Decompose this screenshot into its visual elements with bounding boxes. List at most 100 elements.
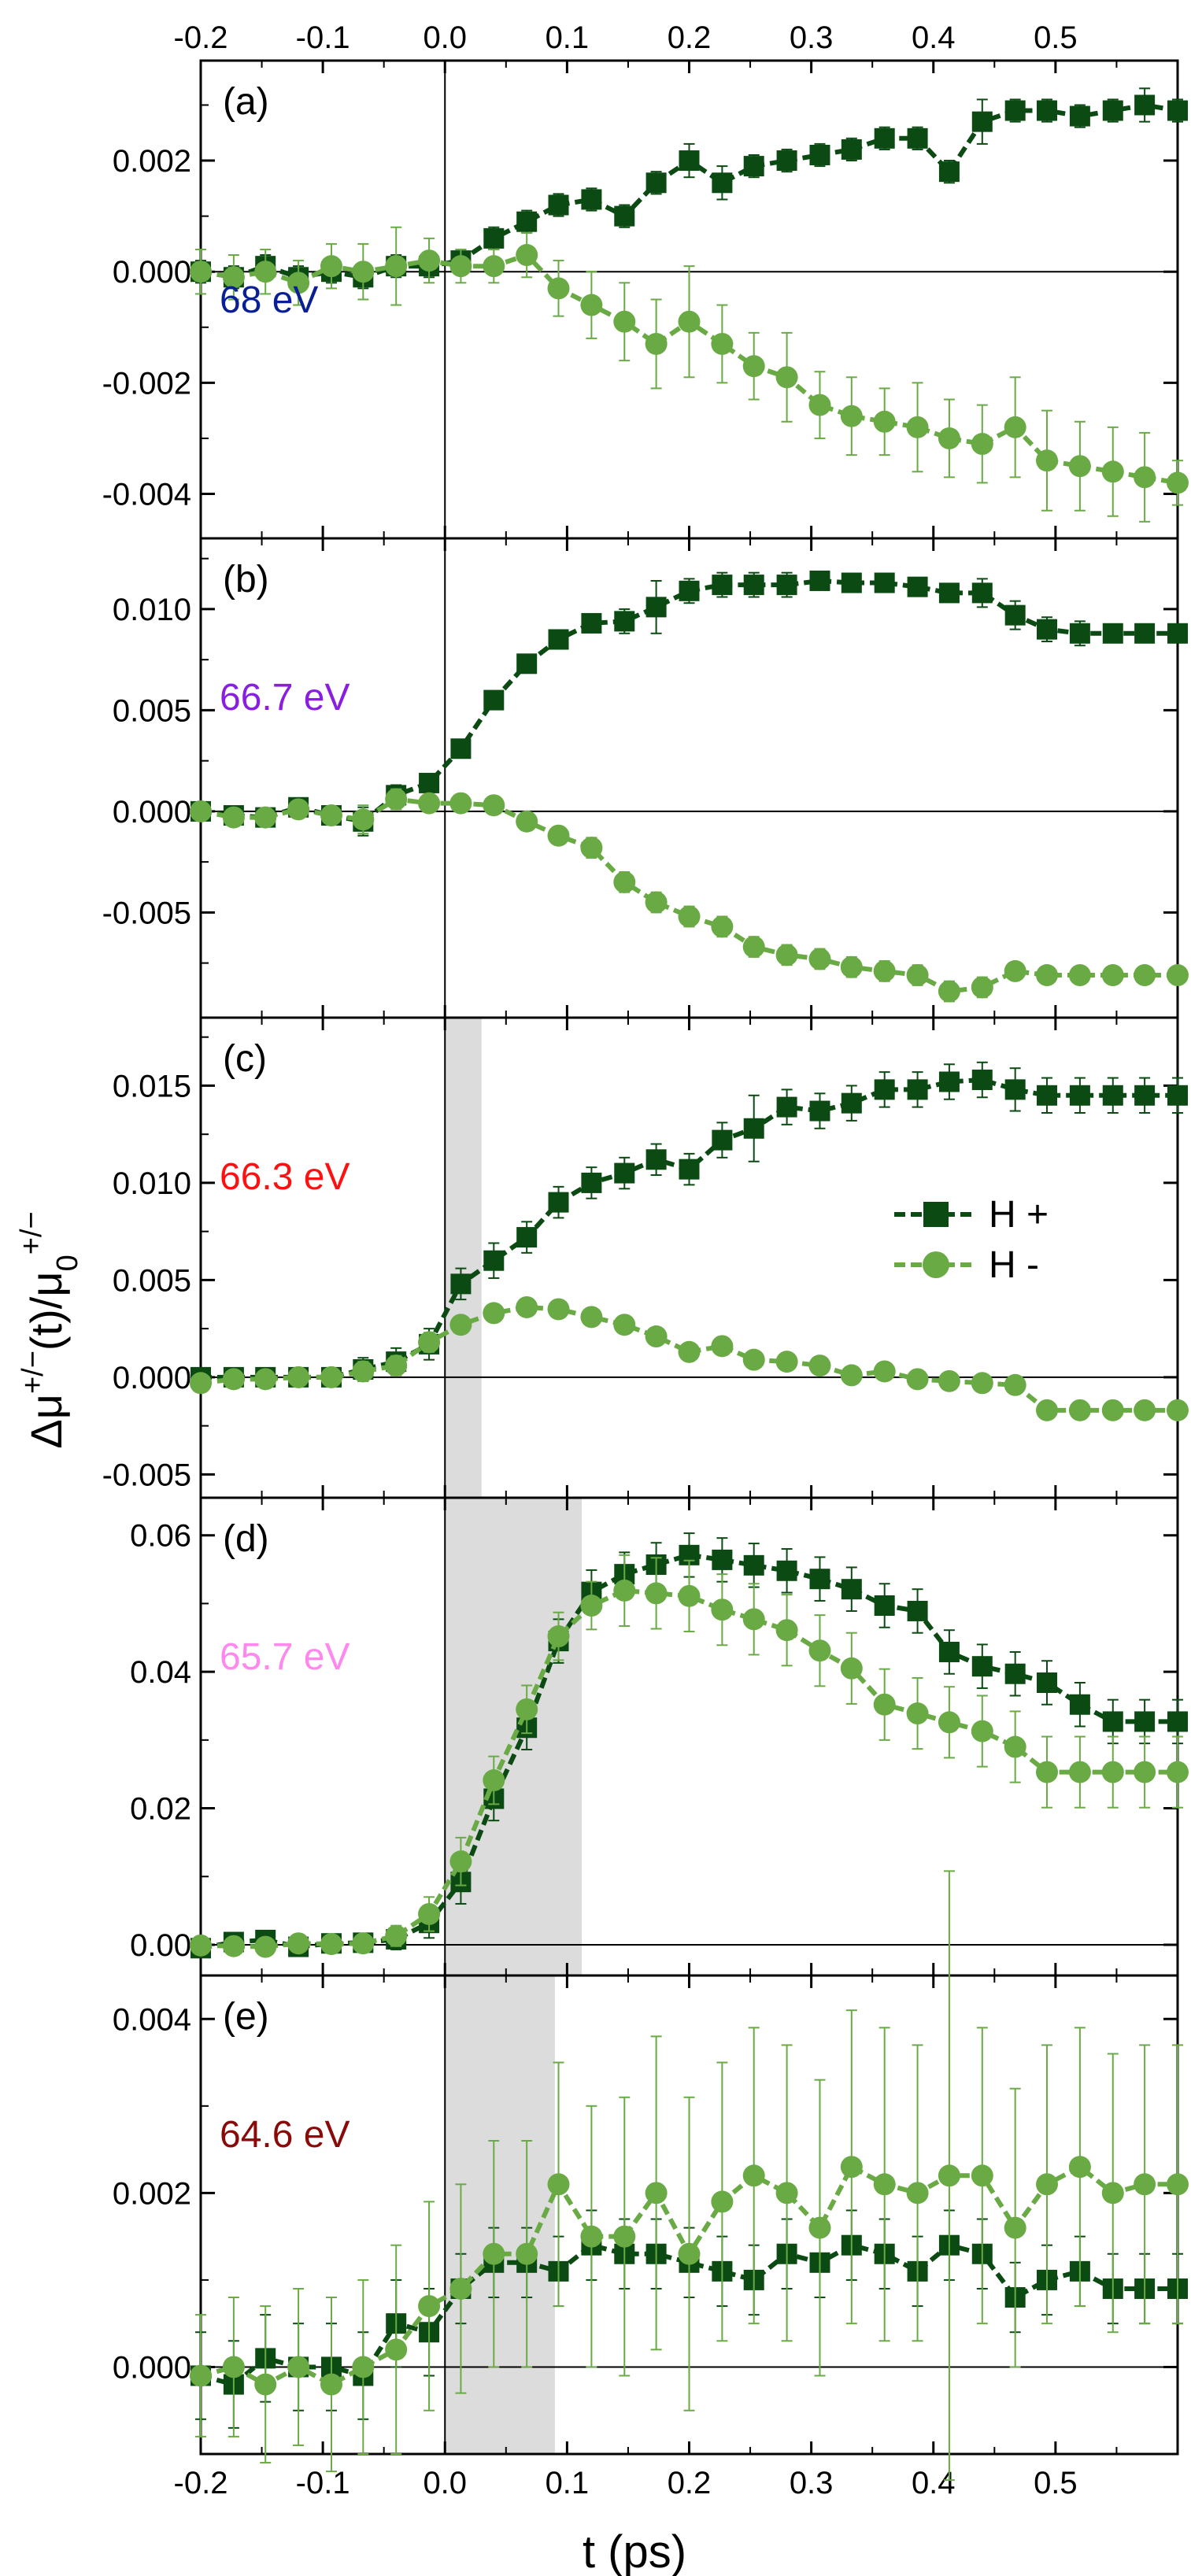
y-tick-label: 0.004 bbox=[113, 2002, 191, 2037]
data-point-h-minus bbox=[516, 244, 538, 267]
y-tick-label: 0.000 bbox=[113, 2350, 191, 2385]
data-point-h-minus bbox=[580, 1595, 603, 1617]
data-point-h-minus bbox=[906, 416, 929, 438]
data-point-h-minus bbox=[1101, 1399, 1124, 1421]
data-point-h-minus bbox=[742, 1348, 765, 1371]
data-point-h-minus bbox=[418, 2295, 441, 2318]
data-point-h-plus bbox=[1037, 100, 1058, 121]
data-point-h-plus bbox=[809, 1100, 830, 1122]
x-tick-label-bottom: 0.4 bbox=[912, 2466, 956, 2500]
data-point-h-minus bbox=[1068, 1761, 1091, 1783]
data-point-h-minus bbox=[320, 1933, 342, 1956]
data-point-h-minus bbox=[775, 1351, 798, 1373]
data-point-h-minus bbox=[547, 824, 570, 847]
data-point-h-minus bbox=[1068, 1399, 1091, 1421]
data-point-h-plus bbox=[1134, 623, 1156, 644]
data-point-h-minus bbox=[254, 2373, 277, 2396]
data-point-h-plus bbox=[548, 1192, 569, 1213]
data-point-h-minus bbox=[613, 2225, 636, 2248]
data-point-h-plus bbox=[1069, 623, 1090, 644]
y-tick-label: 0.00 bbox=[130, 1928, 191, 1963]
legend-label: H - bbox=[989, 1244, 1039, 1286]
data-point-h-minus bbox=[190, 800, 212, 822]
data-point-h-minus bbox=[938, 980, 960, 1003]
data-point-h-minus bbox=[418, 1902, 441, 1925]
data-point-h-minus bbox=[352, 261, 375, 283]
data-point-h-plus bbox=[776, 150, 797, 172]
data-point-h-minus bbox=[775, 944, 798, 966]
data-point-h-plus bbox=[841, 572, 862, 593]
y-axis-label: Δμ+/−(t)/μ0+/− bbox=[15, 1211, 84, 1448]
data-point-h-minus bbox=[254, 1368, 277, 1391]
data-point-h-minus bbox=[742, 355, 765, 378]
panel-label: (c) bbox=[223, 1038, 267, 1080]
data-point-h-minus bbox=[678, 1340, 701, 1363]
data-point-h-plus bbox=[938, 1071, 960, 1092]
data-point-h-minus bbox=[222, 1368, 245, 1391]
panel-a: -0.004 -0.002 0.000 0.002 -0.2 -0.1 0.0 0.1 0.2 0… bbox=[102, 20, 1189, 540]
data-point-h-minus bbox=[1068, 2156, 1091, 2179]
data-point-h-minus bbox=[971, 976, 993, 999]
x-tick-label-top: 0.0 bbox=[423, 20, 467, 55]
energy-label: 64.6 eV bbox=[220, 2114, 350, 2156]
data-point-h-plus bbox=[907, 1600, 928, 1621]
data-point-h-minus bbox=[418, 792, 441, 815]
data-point-h-minus bbox=[645, 1582, 668, 1605]
data-point-h-minus bbox=[449, 792, 472, 815]
data-point-h-minus bbox=[254, 261, 277, 283]
data-point-h-plus bbox=[938, 1641, 960, 1662]
x-tick-label-bottom: 0.5 bbox=[1034, 2466, 1078, 2500]
data-point-h-minus bbox=[385, 2338, 408, 2361]
ylabel-sup2: +/− bbox=[15, 1211, 48, 1255]
data-point-h-minus bbox=[971, 1372, 993, 1395]
data-point-h-minus bbox=[613, 1579, 636, 1602]
data-point-h-minus bbox=[1068, 455, 1091, 478]
data-point-h-minus bbox=[938, 1711, 960, 1734]
data-point-h-minus bbox=[1004, 2216, 1026, 2239]
data-point-h-minus bbox=[971, 2164, 993, 2187]
data-point-h-minus bbox=[190, 1934, 212, 1957]
data-point-h-plus bbox=[645, 1149, 667, 1170]
data-point-h-minus bbox=[580, 837, 603, 859]
data-point-h-plus bbox=[1004, 100, 1026, 121]
data-point-h-plus bbox=[1167, 623, 1188, 644]
energy-label: 68 eV bbox=[220, 279, 318, 321]
data-point-h-minus bbox=[711, 2190, 734, 2213]
data-point-h-minus bbox=[1167, 2173, 1189, 2196]
data-point-h-minus bbox=[222, 806, 245, 829]
data-point-h-plus bbox=[645, 172, 667, 194]
panel-label: (e) bbox=[223, 1996, 269, 2038]
data-point-h-plus bbox=[1069, 1694, 1090, 1715]
data-point-h-minus bbox=[971, 1720, 993, 1743]
data-point-h-minus bbox=[385, 1355, 408, 1377]
legend: H + H - bbox=[894, 1194, 1049, 1286]
y-tick-label: -0.005 bbox=[102, 1458, 191, 1492]
data-point-h-plus bbox=[1134, 94, 1156, 116]
data-point-h-plus bbox=[1134, 1085, 1156, 1106]
data-point-h-minus bbox=[580, 2225, 603, 2248]
data-point-h-minus bbox=[1004, 1735, 1026, 1758]
data-point-h-minus bbox=[352, 808, 375, 831]
data-point-h-minus bbox=[418, 1331, 441, 1354]
data-point-h-minus bbox=[254, 806, 277, 829]
panel-label: (b) bbox=[223, 559, 269, 601]
data-point-h-plus bbox=[841, 1579, 862, 1600]
data-point-h-minus bbox=[483, 1768, 505, 1791]
data-point-h-minus bbox=[1167, 1399, 1189, 1421]
panel-label: (a) bbox=[223, 81, 269, 123]
data-point-h-plus bbox=[712, 1549, 733, 1570]
data-point-h-minus bbox=[385, 788, 408, 811]
data-point-h-minus bbox=[320, 804, 342, 827]
data-point-h-plus bbox=[971, 582, 993, 604]
y-tick-label: 0.000 bbox=[113, 795, 191, 830]
data-point-h-minus bbox=[1167, 964, 1189, 987]
data-point-h-plus bbox=[1167, 100, 1188, 121]
series-h-minus bbox=[190, 226, 1189, 523]
y-tick-label: -0.002 bbox=[102, 366, 191, 401]
legend-marker bbox=[923, 1251, 949, 1278]
data-point-h-plus bbox=[971, 1656, 993, 1677]
data-point-h-minus bbox=[352, 1932, 375, 1955]
data-point-h-plus bbox=[483, 227, 505, 249]
data-point-h-minus bbox=[873, 1693, 896, 1716]
data-point-h-minus bbox=[320, 255, 342, 278]
